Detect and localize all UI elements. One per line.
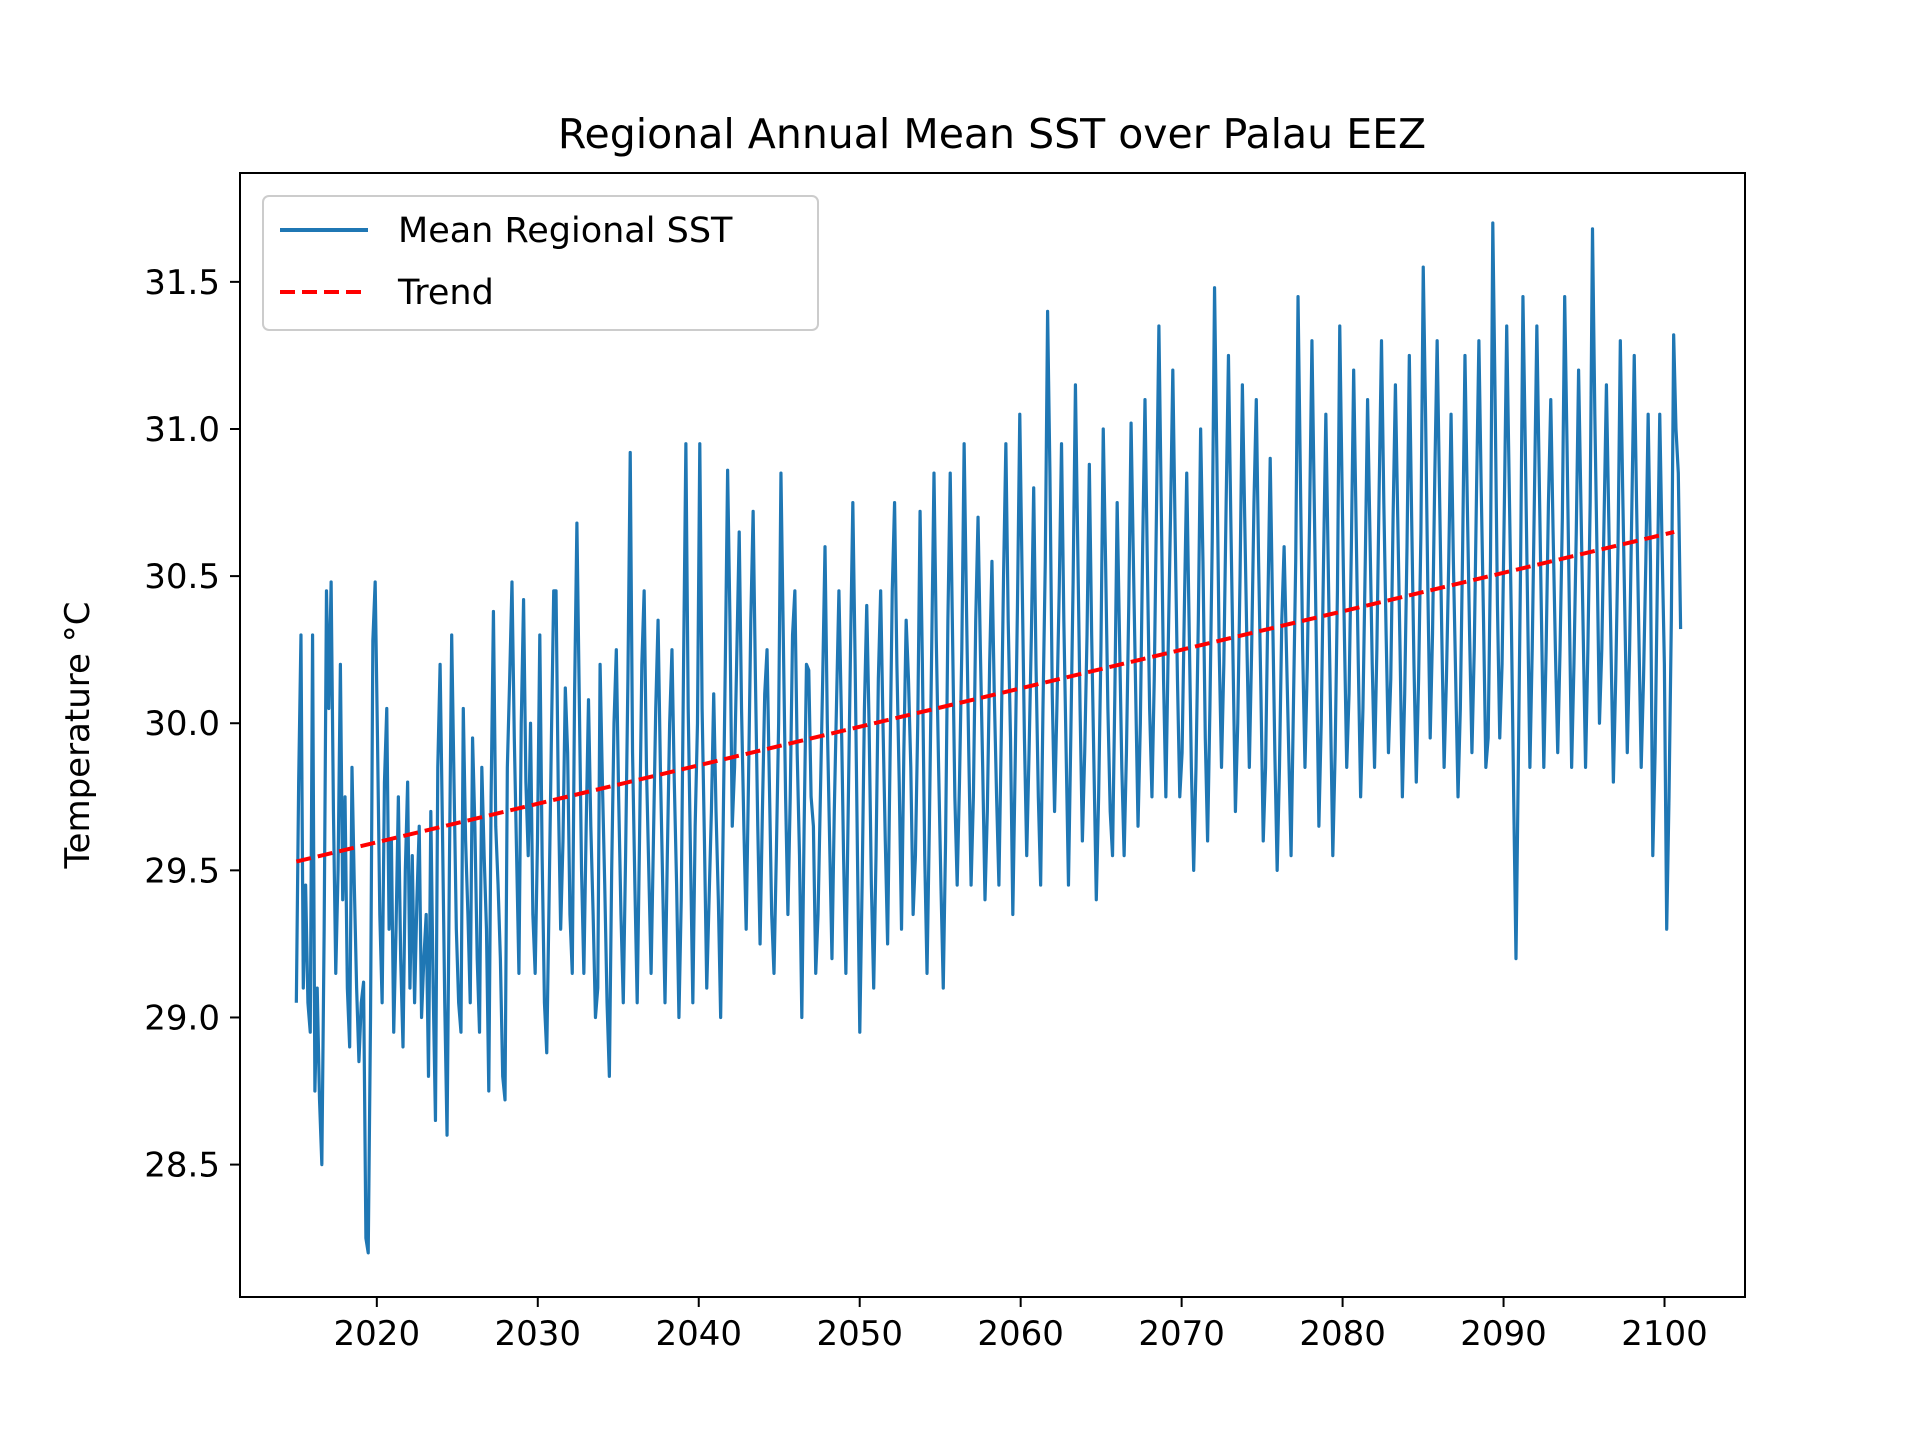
- x-tick-label: 2080: [1299, 1314, 1386, 1354]
- x-tick-label: 2020: [334, 1314, 421, 1354]
- axes-frame: [239, 172, 1746, 1298]
- x-tick-label: 2090: [1460, 1314, 1547, 1354]
- legend: Mean Regional SST Trend: [262, 195, 819, 331]
- y-tick-label: 31.0: [144, 410, 220, 450]
- y-axis-label: Temperature °C: [58, 602, 98, 870]
- y-tick-label: 29.0: [144, 998, 220, 1038]
- x-tick-label: 2070: [1138, 1314, 1225, 1354]
- x-tick-label: 2060: [977, 1314, 1064, 1354]
- y-tick-label: 30.5: [144, 557, 220, 597]
- legend-label-mean-regional-sst: Mean Regional SST: [398, 211, 733, 251]
- series-line-mean-regional-sst: [294, 221, 1683, 1255]
- y-tick-label: 31.5: [144, 263, 220, 303]
- legend-label-trend: Trend: [397, 273, 494, 313]
- y-axis: 28.5 29.0 29.5 30.0 30.5 31.0 31.5: [144, 263, 240, 1186]
- x-axis: 2020 2030 2040 2050 2060 2070 2080 2090 2100: [334, 1297, 1708, 1354]
- chart-title: Regional Annual Mean SST over Palau EEZ: [558, 110, 1426, 158]
- plot-area: [294, 221, 1683, 1255]
- series-line-trend: [295, 530, 1675, 864]
- x-tick-label: 2030: [495, 1314, 582, 1354]
- y-tick-label: 29.5: [144, 851, 220, 891]
- x-tick-label: 2050: [816, 1314, 903, 1354]
- x-tick-label: 2100: [1621, 1314, 1708, 1354]
- y-tick-label: 28.5: [144, 1146, 220, 1186]
- legend-box: [262, 195, 819, 331]
- y-tick-label: 30.0: [144, 704, 220, 744]
- x-tick-label: 2040: [655, 1314, 742, 1354]
